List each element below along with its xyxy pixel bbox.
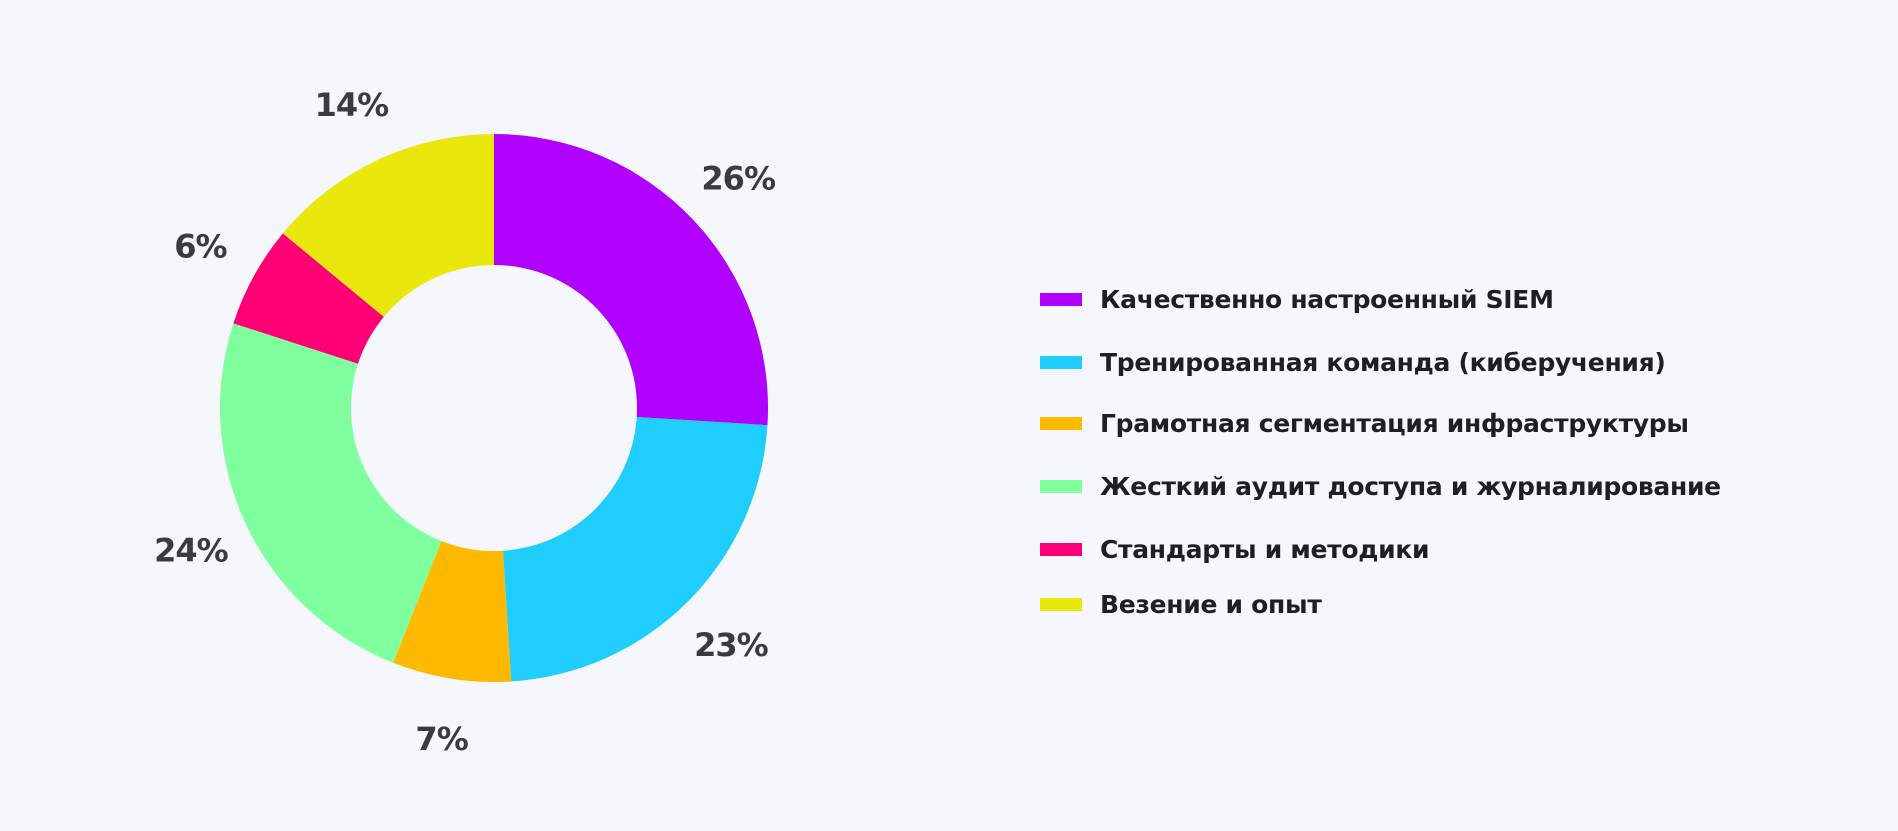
value-label-segmentation: 7% [415, 720, 468, 758]
legend-swatch-standards [1040, 543, 1082, 556]
legend-label-luck: Везение и опыт [1100, 590, 1322, 619]
value-label-luck: 14% [315, 86, 390, 124]
slice-segmentation [393, 540, 512, 683]
slice-luck [282, 134, 494, 317]
legend-item-audit: Жесткий аудит доступа и журналирование [1040, 472, 1721, 501]
value-label-team: 23% [694, 626, 769, 664]
legend-swatch-segmentation [1040, 417, 1082, 430]
legend-item-standards: Стандарты и методики [1040, 535, 1430, 564]
legend-item-segmentation: Грамотная сегментация инфраструктуры [1040, 409, 1689, 438]
legend-swatch-audit [1040, 480, 1082, 493]
value-label-standards: 6% [174, 228, 227, 266]
slice-audit [220, 323, 442, 663]
legend-label-team: Тренированная команда (киберучения) [1100, 348, 1666, 377]
legend-label-audit: Жесткий аудит доступа и журналирование [1100, 472, 1721, 501]
slice-standards [233, 233, 384, 364]
value-label-audit: 24% [154, 532, 229, 570]
legend-item-siem: Качественно настроенный SIEM [1040, 285, 1554, 314]
legend-item-team: Тренированная команда (киберучения) [1040, 348, 1666, 377]
legend-label-segmentation: Грамотная сегментация инфраструктуры [1100, 409, 1689, 438]
legend-swatch-team [1040, 356, 1082, 369]
legend-item-luck: Везение и опыт [1040, 590, 1322, 619]
legend-label-siem: Качественно настроенный SIEM [1100, 285, 1554, 314]
value-label-siem: 26% [701, 160, 776, 198]
legend-label-standards: Стандарты и методики [1100, 535, 1430, 564]
legend-swatch-luck [1040, 598, 1082, 611]
legend-swatch-siem [1040, 293, 1082, 306]
slice-siem [494, 134, 768, 426]
slice-team [502, 416, 768, 682]
